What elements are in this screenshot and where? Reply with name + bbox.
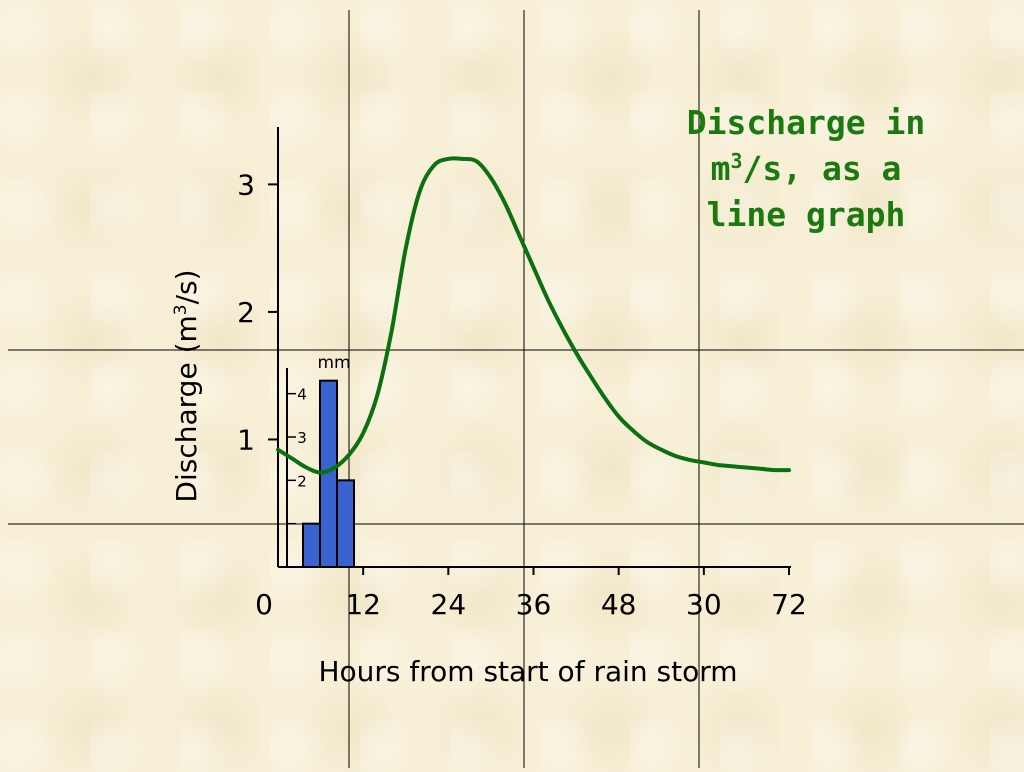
x-tick-label: 36: [516, 588, 552, 621]
discharge-line: [276, 156, 791, 475]
y-axis-ticks: 1 2 3: [237, 168, 278, 456]
x-tick-label: 24: [431, 588, 467, 621]
title-line-3: line graph: [706, 195, 906, 234]
title-line-2: m3/s, as a: [710, 149, 902, 188]
x-tick-label: 0: [255, 588, 273, 621]
title-line-1: Discharge in: [686, 103, 926, 142]
y-tick-label: 3: [237, 168, 255, 201]
chart-title: Discharge in m3/s, as a line graph: [676, 100, 936, 238]
y-axis-label: Discharge (m3/s): [170, 269, 203, 502]
rainfall-tick-label: 3: [297, 429, 307, 447]
rainfall-inset: mm 2 3 4: [286, 353, 355, 569]
rainfall-bar: [302, 522, 321, 569]
x-tick-label: 12: [345, 588, 381, 621]
x-tick-label: 72: [771, 588, 807, 621]
x-axis-ticks: 0 12 24 36 48 30 72: [255, 567, 807, 621]
rainfall-bar: [336, 479, 355, 569]
rainfall-unit-label: mm: [317, 353, 350, 373]
y-tick-label: 2: [237, 296, 255, 329]
x-tick-label: 30: [686, 588, 722, 621]
rainfall-tick-label: 2: [297, 472, 307, 490]
x-axis-label: Hours from start of rain storm: [318, 655, 737, 688]
y-tick-label: 1: [237, 423, 255, 456]
guide-lines: [8, 10, 1024, 768]
rainfall-tick-label: 4: [297, 386, 307, 404]
x-tick-label: 48: [601, 588, 637, 621]
